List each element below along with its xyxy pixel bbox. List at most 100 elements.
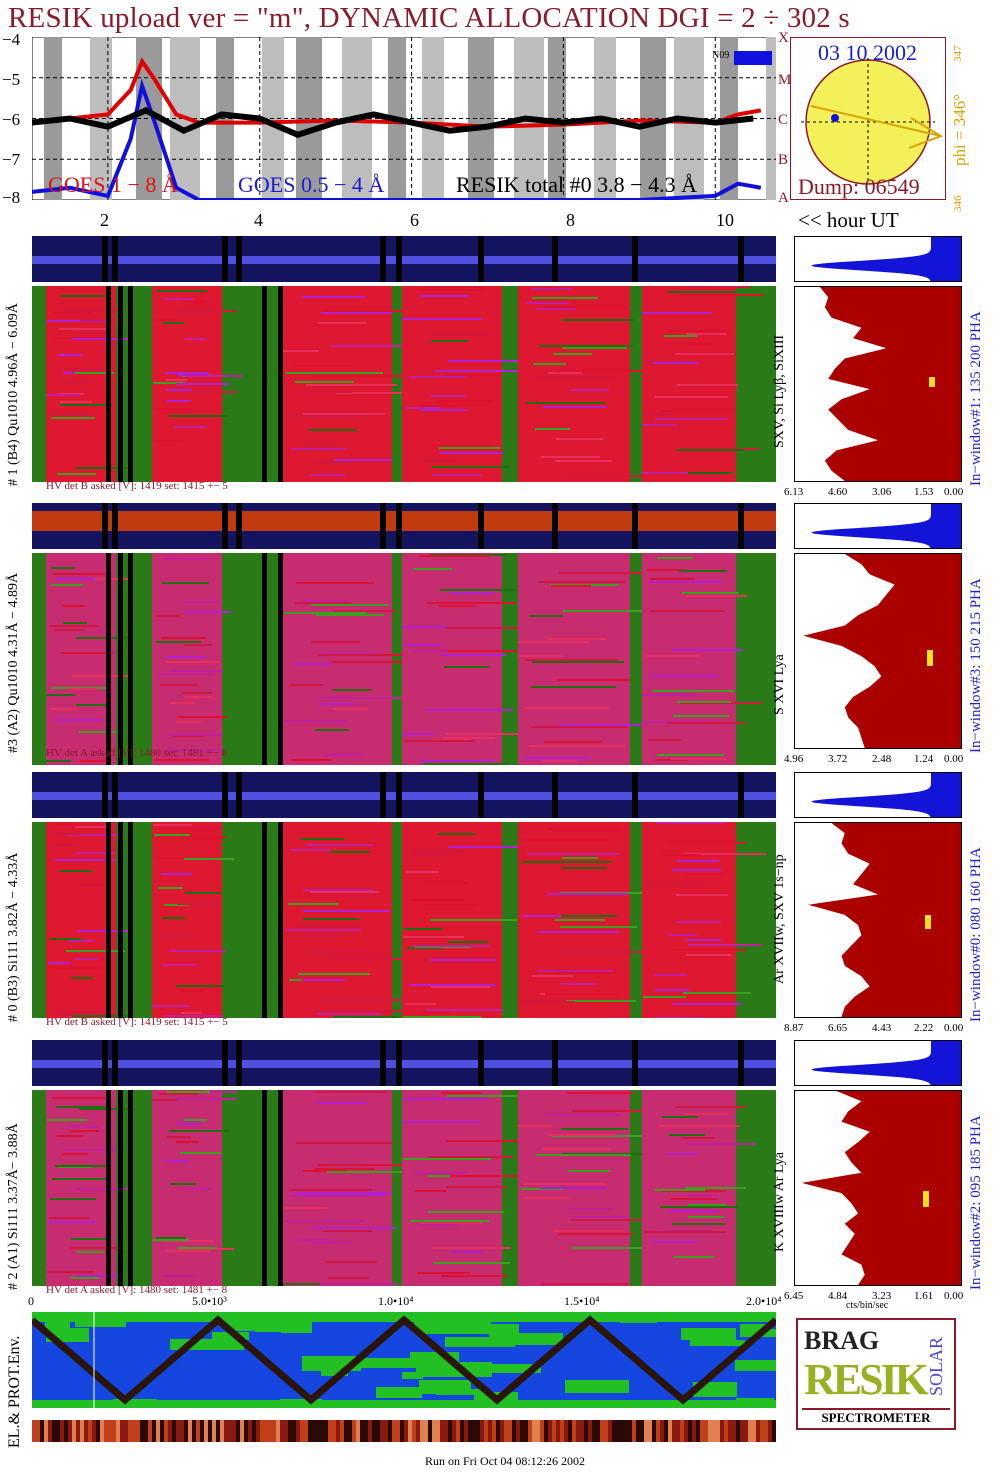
spec-streak	[185, 1188, 212, 1190]
spec-streak	[327, 1171, 405, 1173]
spec-streak	[403, 1016, 481, 1018]
env-strip-cell	[408, 1420, 412, 1442]
spec-streak	[167, 1136, 191, 1138]
env-strip-cell	[336, 1420, 340, 1442]
spec-streak	[162, 964, 197, 966]
spec-streak	[323, 754, 362, 756]
panel-main-spectrogram	[32, 822, 776, 1019]
spec-streak	[52, 1097, 107, 1099]
spec-streak	[683, 475, 724, 477]
spec-block	[282, 553, 392, 765]
spec-streak	[290, 849, 330, 851]
spec-streak	[54, 629, 85, 631]
spec-streak	[306, 844, 373, 846]
env-strip-cell	[668, 1420, 672, 1442]
goes-legend-swatch	[734, 51, 772, 65]
env-strip-cell	[204, 1420, 208, 1442]
spec-gap	[106, 822, 111, 1018]
spec-streak	[51, 1011, 95, 1013]
spec-streak	[62, 1153, 88, 1155]
pha-fill	[819, 287, 961, 481]
env-strip-cell	[396, 1420, 400, 1442]
env-strip-cell	[328, 1420, 332, 1442]
pha-tick: 6.45	[784, 1290, 804, 1302]
strip-gap	[396, 503, 402, 549]
spec-streak	[72, 1015, 131, 1017]
env-chart	[29, 1312, 830, 1418]
env-strip-cell	[768, 1420, 772, 1442]
spec-streak	[525, 659, 618, 661]
env-strip-cell	[500, 1420, 504, 1442]
spec-streak	[406, 871, 439, 873]
env-blob	[480, 1364, 541, 1373]
env-strip-cell	[388, 1420, 392, 1442]
spec-streak	[666, 1153, 697, 1155]
env-strip-cell	[176, 1420, 180, 1442]
spec-streak	[654, 974, 687, 976]
spec-streak	[403, 928, 442, 930]
strip-gap	[380, 236, 386, 282]
spec-streak	[71, 1238, 108, 1240]
spec-streak	[74, 958, 99, 960]
env-strip-cell	[580, 1420, 584, 1442]
spec-streak	[559, 724, 654, 726]
spec-streak	[182, 692, 212, 694]
env-strip-cell	[132, 1420, 136, 1442]
strip-gap	[380, 1040, 386, 1086]
spec-streak	[72, 675, 131, 677]
env-strip-cell	[436, 1420, 440, 1442]
env-strip-cell	[376, 1420, 380, 1442]
spec-streak	[293, 1192, 390, 1194]
spec-streak	[330, 851, 370, 853]
spec-streak	[688, 1216, 724, 1218]
spec-streak	[529, 615, 563, 617]
panel-top-strip	[32, 236, 776, 282]
spec-streak	[427, 602, 516, 604]
spec-streak	[403, 1158, 491, 1160]
pha-tick: 1.53	[914, 486, 934, 498]
spec-streak	[655, 989, 689, 991]
pha-tick: 0.00	[944, 753, 964, 765]
env-blob	[445, 1337, 515, 1347]
spec-streak	[430, 919, 517, 921]
env-strip-cell	[152, 1420, 156, 1442]
env-strip-cell	[632, 1420, 636, 1442]
spec-streak	[686, 873, 723, 875]
spec-streak	[519, 1001, 575, 1003]
spec-streak	[296, 1142, 393, 1144]
spec-streak	[57, 1135, 83, 1137]
pha-top-image	[811, 773, 961, 817]
env-strip-cell	[96, 1420, 100, 1442]
pha-top-image	[811, 504, 961, 548]
spec-streak	[166, 749, 221, 751]
env-strip-cell	[52, 1420, 56, 1442]
spec-streak	[180, 1152, 221, 1154]
env-strip-cell	[456, 1420, 460, 1442]
pha-window-marker	[929, 377, 935, 387]
window-label: In−window#2: 095 185 PHA	[968, 1115, 984, 1290]
spec-streak	[425, 882, 468, 884]
spec-streak	[557, 370, 642, 372]
spec-streak	[306, 384, 397, 386]
phi-label: phi = 346°	[950, 93, 969, 166]
env-strip-cell	[180, 1420, 184, 1442]
env-strip-cell	[412, 1420, 416, 1442]
sun-diagram	[801, 58, 944, 185]
orbit-track	[29, 1315, 779, 1405]
spec-streak	[53, 844, 78, 846]
pha-tick: 6.13	[784, 486, 804, 498]
spec-streak	[421, 405, 456, 407]
spec-streak	[169, 734, 223, 736]
spec-streak	[48, 962, 71, 964]
spec-streak	[46, 760, 71, 762]
panel-ylabel: # 0 (B3) Si111 3.82Å − 4.33Å	[6, 852, 21, 1022]
spec-streak	[542, 1148, 611, 1150]
env-strip-cell	[612, 1420, 616, 1442]
spec-streak	[541, 456, 600, 458]
goes-y-tick: −7	[2, 150, 21, 169]
spec-streak	[562, 951, 647, 953]
spec-streak	[157, 935, 198, 937]
strip-gap	[222, 236, 228, 282]
env-strip-cell	[584, 1420, 588, 1442]
spec-streak	[648, 739, 682, 741]
